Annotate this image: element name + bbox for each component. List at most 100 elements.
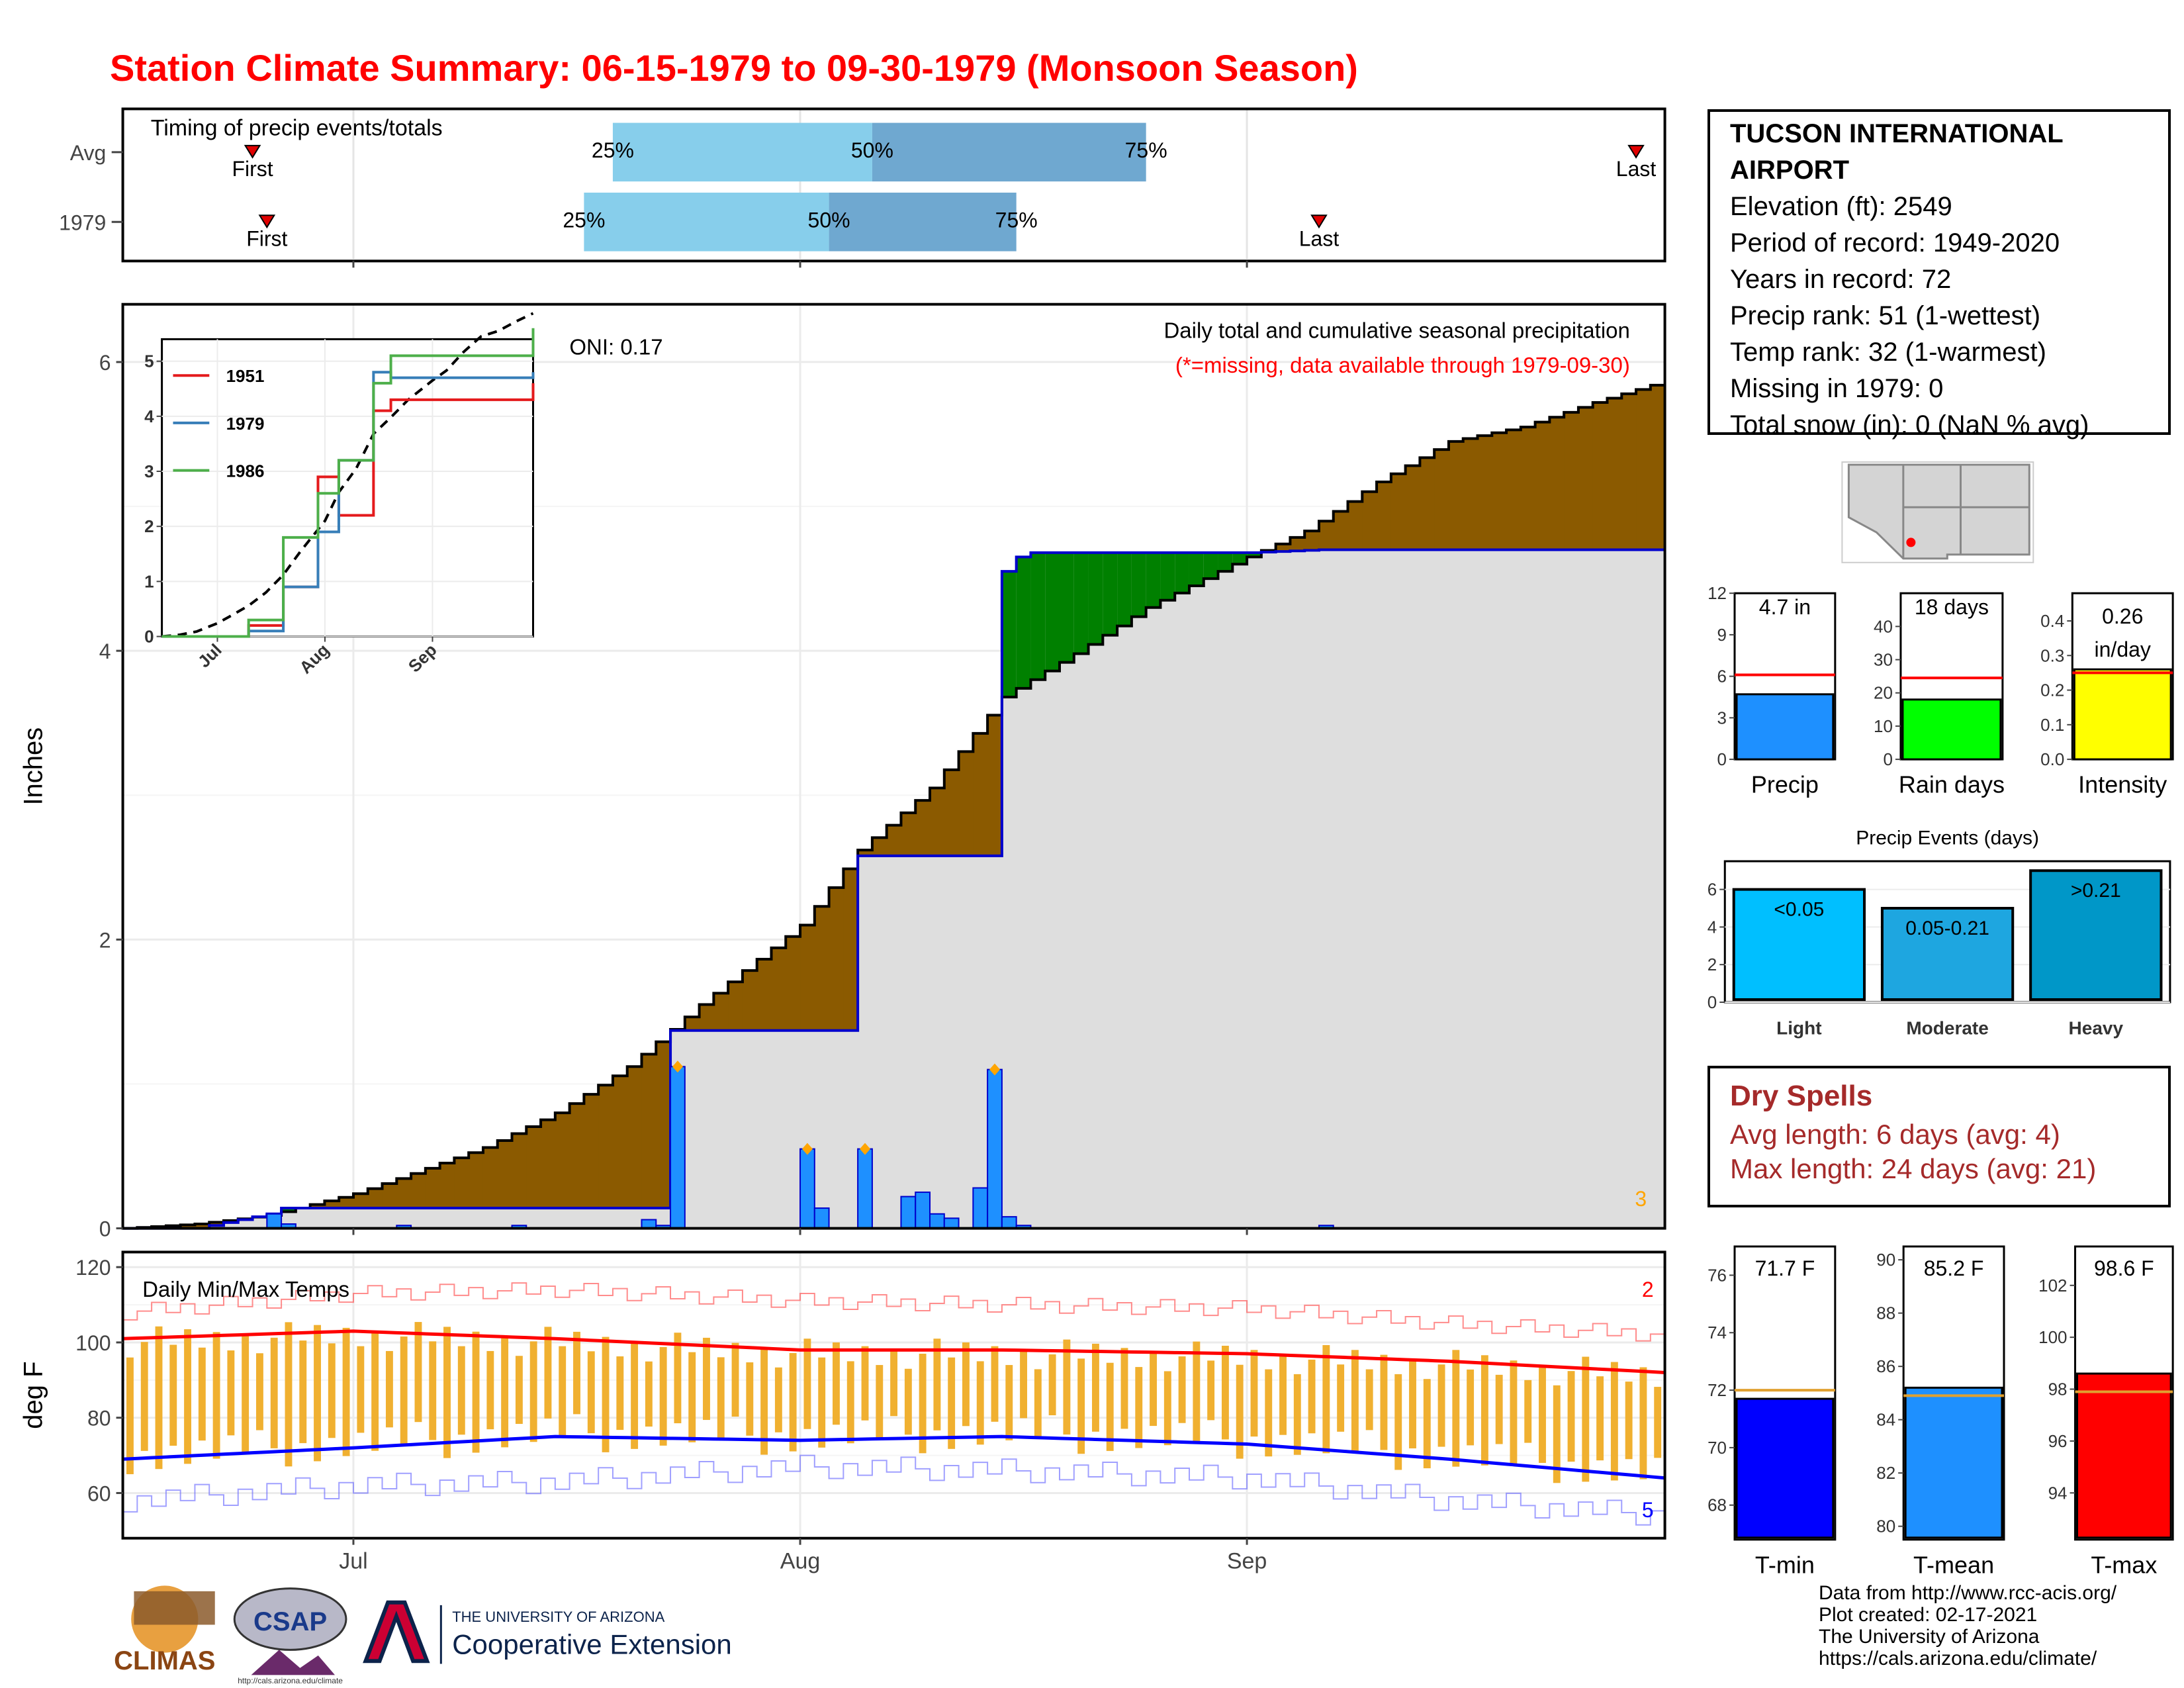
smallbar-precip bbox=[1735, 693, 1835, 761]
record-high-line bbox=[122, 1282, 1665, 1342]
cum-1979-area-step bbox=[1232, 552, 1248, 1229]
cum-avg-excess-step bbox=[656, 1041, 671, 1209]
daily-temp-range-bar bbox=[587, 1351, 595, 1434]
precip-ytick-label: 2 bbox=[99, 928, 111, 952]
smallbar-ytick-label: 6 bbox=[1717, 667, 1727, 686]
tempbar-ytick-label: 90 bbox=[1876, 1250, 1895, 1270]
inset-legend-label: 1986 bbox=[226, 461, 265, 481]
station-line-snow: Total snow (in): 0 (NaN % avg) bbox=[1730, 410, 2089, 440]
cum-1979-area-step bbox=[901, 855, 916, 1229]
temp-panel-title: Daily Min/Max Temps bbox=[142, 1277, 349, 1301]
daily-temp-range-bar bbox=[1265, 1369, 1273, 1457]
precip-frame bbox=[121, 303, 1666, 1230]
cum-avg-excess-step bbox=[195, 1224, 210, 1229]
daily-temp-range-bar bbox=[1639, 1367, 1647, 1479]
smallbar-rain-days bbox=[1901, 698, 2002, 761]
daily-temp-range-bar bbox=[342, 1327, 350, 1456]
cum-avg-excess-step bbox=[512, 1133, 527, 1209]
precip-ytick-label: 4 bbox=[99, 639, 111, 663]
cum-1979-excess-step bbox=[1131, 552, 1147, 617]
daily-temp-range-bar bbox=[515, 1356, 523, 1425]
cum-avg-line bbox=[122, 383, 1665, 1230]
daily-temp-range-bar bbox=[1077, 1358, 1085, 1454]
cum-avg-excess-step bbox=[886, 825, 901, 856]
events-chart: Precip Events (days) 0 2 4 6 <0.05 Light 0.05-0… bbox=[1707, 827, 2171, 1038]
cum-avg-excess-step bbox=[1333, 511, 1349, 550]
climas-logo-text: CLIMAS bbox=[114, 1646, 215, 1675]
cum-1979-area-step bbox=[209, 1225, 224, 1229]
cum-1979-area-step bbox=[1275, 551, 1291, 1229]
cum-1979-excess-step bbox=[1160, 552, 1175, 600]
cum-1979-area-step bbox=[598, 1208, 614, 1229]
temp-ytick-label: 60 bbox=[87, 1481, 111, 1505]
cum-1979-excess-step bbox=[1059, 552, 1075, 663]
events-bar-label: 0.05-0.21 bbox=[1905, 917, 1989, 939]
cum-1979-excess-step bbox=[1232, 552, 1248, 565]
cum-avg-excess-step bbox=[1290, 537, 1305, 551]
smallbar-value-text: 0.26 bbox=[2102, 604, 2143, 628]
cum-1979-area-step bbox=[1117, 552, 1132, 1229]
cum-1979-excess-step bbox=[1030, 552, 1046, 680]
cum-1979-area-step bbox=[512, 1208, 527, 1229]
cum-avg-excess-step bbox=[1492, 432, 1507, 550]
daily-temp-range-bar bbox=[1236, 1364, 1244, 1459]
daily-temp-range-bar bbox=[674, 1333, 682, 1424]
csap-cloud-icon bbox=[233, 1587, 347, 1651]
daily-temp-range-bar bbox=[140, 1342, 148, 1451]
daily-temp-range-bar bbox=[212, 1332, 220, 1459]
cum-1979-area-step bbox=[1088, 552, 1103, 1229]
daily-precip-bar bbox=[929, 1213, 945, 1229]
cum-1979-area-step bbox=[555, 1208, 570, 1229]
cum-1979-area-step bbox=[439, 1208, 455, 1229]
precip-panel-title: Daily total and cumulative seasonal prec… bbox=[1163, 318, 1629, 342]
smallbar-intensity bbox=[2073, 668, 2172, 761]
daily-temp-range-bar bbox=[1020, 1350, 1028, 1419]
daily-temp-range-bar bbox=[731, 1342, 739, 1417]
daily-temp-range-bar bbox=[1452, 1350, 1460, 1467]
daily-temp-range-bar bbox=[414, 1322, 422, 1423]
cum-1979-area-step bbox=[1621, 549, 1637, 1229]
timing-pct-label: 50% bbox=[851, 138, 893, 162]
inset-ytick-label: 2 bbox=[144, 516, 154, 536]
cum-1979-excess-step bbox=[1175, 552, 1190, 593]
cum-1979-area-step bbox=[1578, 549, 1594, 1229]
daily-temp-range-bar bbox=[1567, 1371, 1575, 1462]
cum-avg-excess-step bbox=[324, 1201, 340, 1209]
avg-max-line bbox=[122, 1329, 1665, 1374]
dry-spells-avg: Avg length: 6 days (avg: 4) bbox=[1730, 1119, 2060, 1150]
cum-avg-excess-step bbox=[482, 1147, 498, 1209]
smallbar-ytick-label: 40 bbox=[1874, 616, 1893, 636]
cum-1979-area-step bbox=[742, 1030, 758, 1229]
smallbar-value-text: 4.7 in bbox=[1759, 595, 1811, 619]
daily-temp-range-bar bbox=[631, 1342, 639, 1449]
cum-1979-area-step bbox=[584, 1208, 599, 1229]
daily-temp-range-bar bbox=[1437, 1364, 1445, 1447]
tempbar-ytick-label: 96 bbox=[2048, 1431, 2068, 1451]
inset-series-1986 bbox=[161, 328, 535, 638]
daily-temp-range-bar bbox=[1106, 1362, 1114, 1451]
daily-temp-range-bar bbox=[645, 1361, 653, 1427]
daily-precip-bar bbox=[266, 1213, 283, 1229]
cum-1979-area-step bbox=[627, 1208, 642, 1229]
temp-xtick-label: Sep bbox=[1227, 1549, 1267, 1574]
timing-marker-last bbox=[1627, 144, 1645, 159]
cum-avg-excess-step bbox=[1405, 465, 1420, 550]
cum-1979-area-step bbox=[1362, 549, 1377, 1229]
station-line-missing: Missing in 1979: 0 bbox=[1730, 374, 1944, 403]
cum-avg-excess-step bbox=[209, 1222, 224, 1226]
cum-avg-excess-step bbox=[541, 1119, 556, 1209]
cum-1979-excess-step bbox=[1073, 552, 1089, 654]
daily-precip-bar bbox=[943, 1217, 960, 1229]
timing-band-25-50 bbox=[612, 122, 872, 182]
location-map bbox=[1841, 461, 2034, 563]
timing-pct-label: 25% bbox=[563, 208, 605, 232]
tempbar-ytick-label: 74 bbox=[1707, 1323, 1727, 1342]
daily-temp-range-bar bbox=[1467, 1369, 1475, 1446]
daily-temp-range-bar bbox=[227, 1350, 235, 1436]
daily-temp-range-bar bbox=[1423, 1379, 1431, 1469]
daily-temp-range-bar bbox=[1365, 1369, 1373, 1430]
daily-precip-bar bbox=[799, 1148, 815, 1229]
smallbar-ytick-label: 3 bbox=[1717, 708, 1727, 727]
